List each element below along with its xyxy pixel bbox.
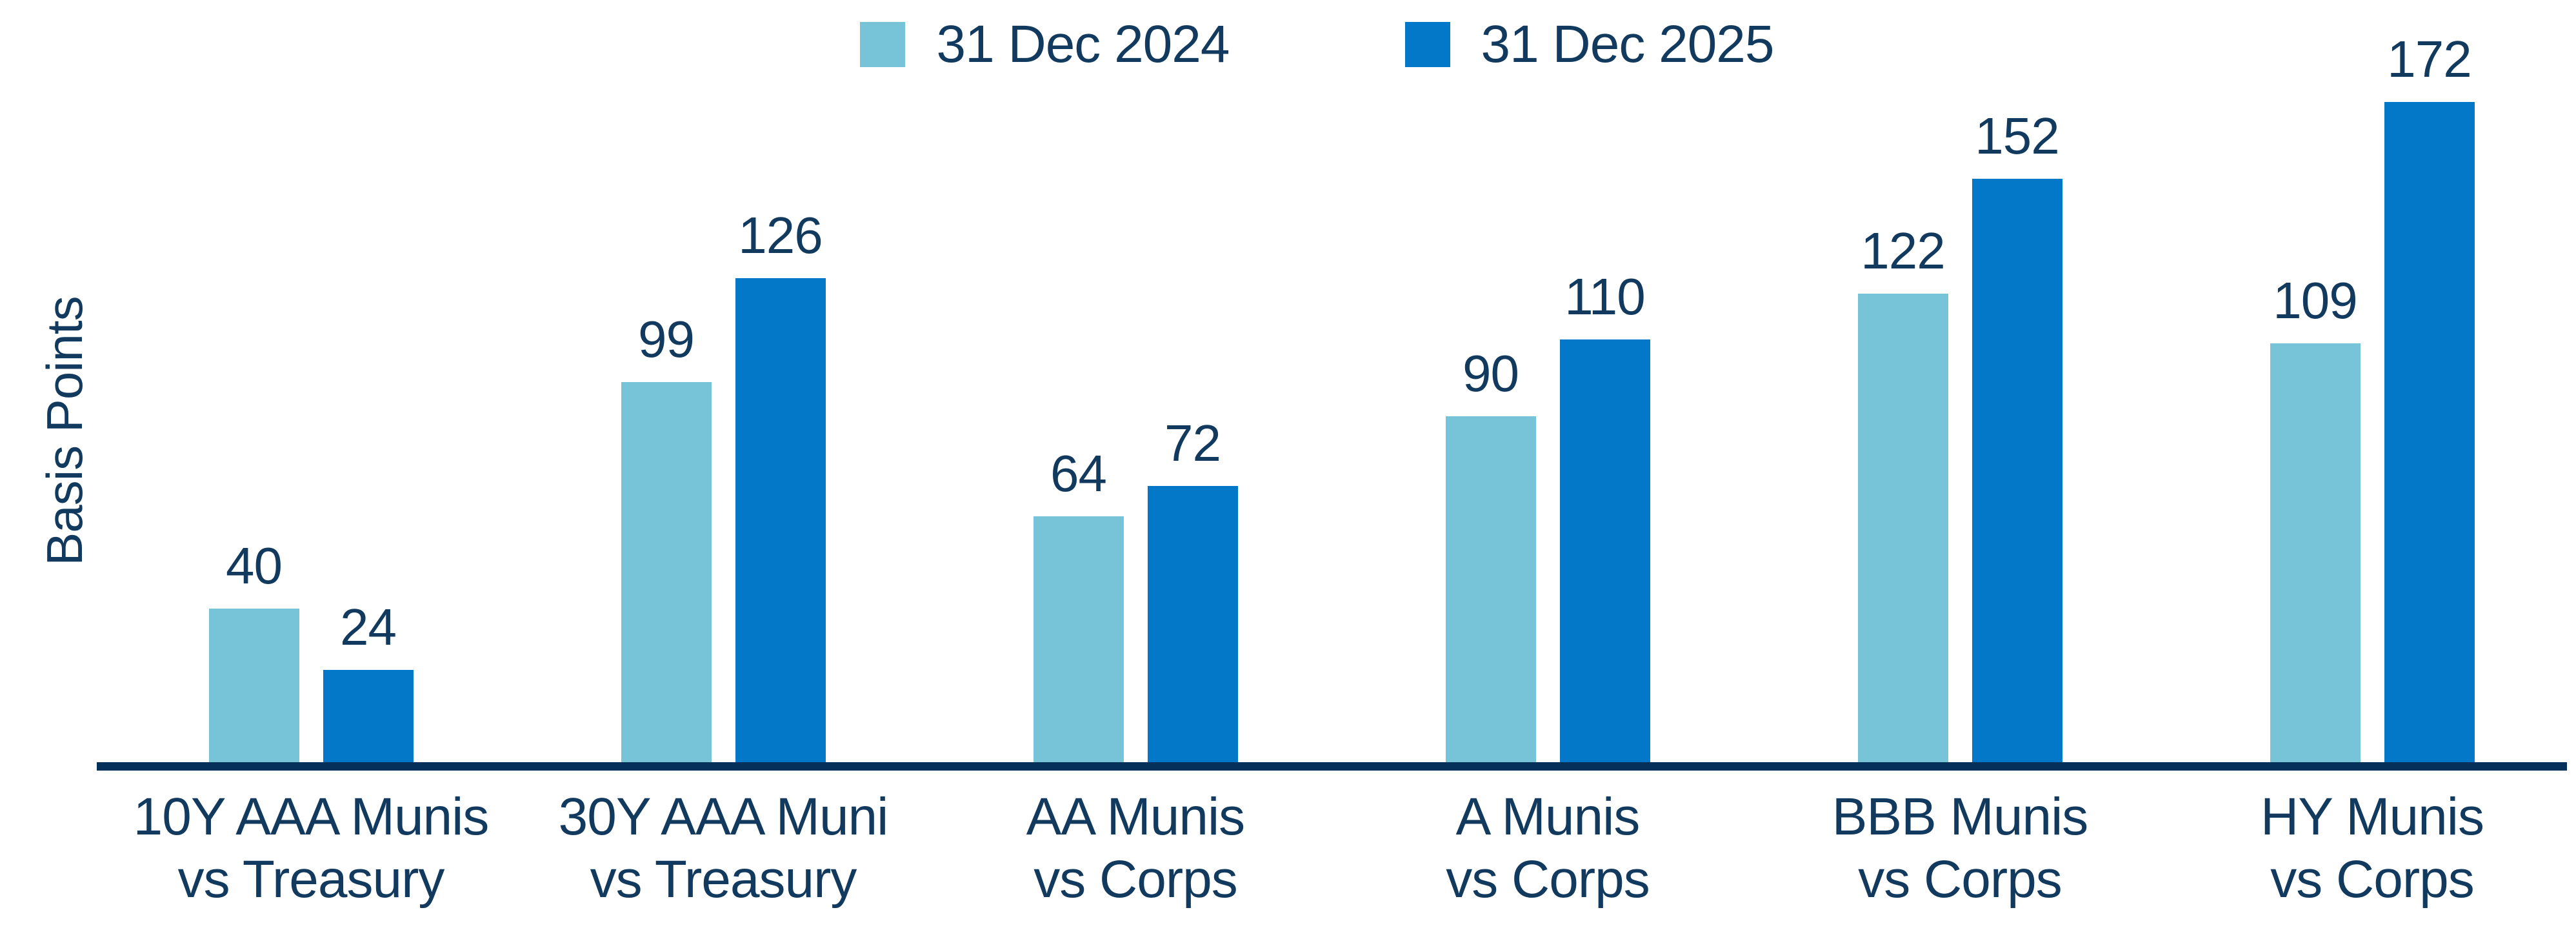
bar-value-label: 172	[2387, 30, 2471, 88]
bar	[621, 382, 712, 762]
bar-column: 90	[1445, 345, 1536, 762]
bar-value-label: 109	[2273, 272, 2357, 329]
bar	[2270, 343, 2361, 762]
bar	[1559, 339, 1650, 762]
bar	[208, 609, 299, 762]
bar-column: 64	[1033, 448, 1124, 762]
bar-value-label: 110	[1564, 268, 1646, 325]
legend-label-2024: 31 Dec 2024	[936, 15, 1230, 74]
category-label: HY Munis vs Corps	[2261, 787, 2484, 909]
category-label: BBB Munis vs Corps	[1832, 787, 2089, 909]
bar-column: 122	[1857, 222, 1948, 762]
legend-item-2024: 31 Dec 2024	[860, 15, 1230, 74]
category-label: AA Munis vs Corps	[1026, 787, 1245, 909]
bar-value-label: 64	[1050, 445, 1107, 502]
bar-column: 24	[323, 601, 414, 762]
bar	[1972, 179, 2062, 762]
bar-value-label: 99	[638, 310, 695, 368]
bar-value-label: 72	[1164, 414, 1221, 472]
bar	[323, 670, 414, 762]
bar	[1147, 486, 1238, 762]
bar	[735, 278, 826, 762]
bar-group: 90 110	[1445, 268, 1650, 762]
bar-group: 40 24	[208, 537, 414, 762]
bar-group: 122 152	[1857, 110, 2062, 762]
bar-column: 109	[2270, 275, 2361, 762]
bar-value-label: 152	[1975, 107, 2059, 165]
bar-value-label: 126	[738, 207, 823, 264]
chart-legend: 31 Dec 2024 31 Dec 2025	[0, 18, 2576, 71]
bar-value-label: 24	[340, 598, 397, 656]
bar-group: 109 172	[2270, 34, 2475, 762]
bar-value-label: 122	[1861, 222, 1945, 279]
category-label: 10Y AAA Munis vs Treasury	[133, 787, 490, 909]
legend-swatch-2024-icon	[860, 22, 906, 67]
legend-item-2025: 31 Dec 2025	[1404, 15, 1775, 74]
bar-column: 152	[1972, 110, 2062, 762]
bar	[1033, 516, 1124, 762]
bar-value-label: 40	[226, 537, 283, 594]
bar-column: 172	[2384, 34, 2475, 762]
x-axis-line	[97, 762, 2567, 771]
bar-group: 64 72	[1033, 418, 1238, 762]
bar	[2384, 102, 2475, 762]
bar-value-label: 90	[1463, 345, 1519, 402]
legend-swatch-2025-icon	[1404, 22, 1450, 67]
bar-group: 99 126	[621, 210, 826, 762]
bar-column: 72	[1147, 414, 1238, 762]
category-label: 30Y AAA Muni vs Treasury	[558, 787, 889, 909]
bar	[1857, 294, 1948, 762]
legend-label-2025: 31 Dec 2025	[1481, 15, 1775, 74]
category-label: A Munis vs Corps	[1446, 787, 1650, 909]
bar-column: 40	[208, 537, 299, 762]
bar	[1445, 416, 1536, 762]
bar-column: 126	[735, 210, 826, 762]
bar-column: 110	[1559, 268, 1650, 762]
bar-column: 99	[621, 314, 712, 762]
